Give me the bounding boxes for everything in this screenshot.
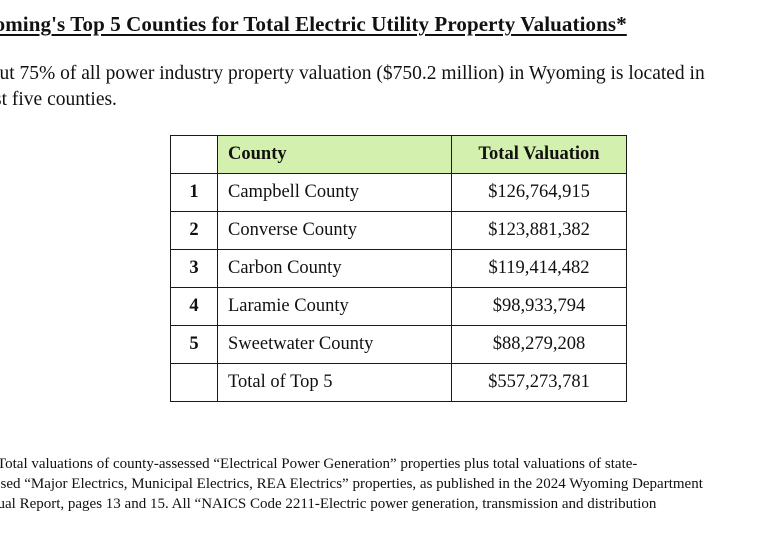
intro-text-line-2: st five counties. — [0, 89, 117, 110]
footnote-line-1: Total valuations of county-assessed “Ele… — [0, 456, 638, 472]
total-valuation-cell: $557,273,781 — [451, 363, 627, 402]
rank-cell: 4 — [170, 287, 218, 326]
valuation-cell: $123,881,382 — [451, 211, 627, 250]
table-body: 1 Campbell County $126,764,915 2 Convers… — [170, 173, 627, 402]
table-row: 1 Campbell County $126,764,915 — [170, 173, 627, 212]
rank-header — [170, 135, 218, 174]
county-cell: Sweetwater County — [217, 325, 452, 364]
county-cell: Campbell County — [217, 173, 452, 212]
rank-cell: 2 — [170, 211, 218, 250]
valuation-cell: $88,279,208 — [451, 325, 627, 364]
county-cell: Carbon County — [217, 249, 452, 288]
table-header: County Total Valuation — [170, 135, 627, 174]
total-row: Total of Top 5 $557,273,781 — [170, 363, 627, 402]
table-row: 5 Sweetwater County $88,279,208 — [170, 325, 627, 364]
valuation-header: Total Valuation — [451, 135, 627, 174]
valuation-cell: $119,414,482 — [451, 249, 627, 288]
total-label-cell: Total of Top 5 — [217, 363, 452, 402]
table-row: 2 Converse County $123,881,382 — [170, 211, 627, 250]
intro-text-line-1: bout 75% of all power industry property … — [0, 63, 705, 84]
valuation-table: County Total Valuation 1 Campbell County… — [170, 135, 627, 402]
valuation-cell: $98,933,794 — [451, 287, 627, 326]
table-row: 4 Laramie County $98,933,794 — [170, 287, 627, 326]
page-title: yoming's Top 5 Counties for Total Electr… — [0, 12, 627, 36]
rank-cell: 3 — [170, 249, 218, 288]
rank-cell — [170, 363, 218, 402]
rank-cell: 5 — [170, 325, 218, 364]
county-header: County — [217, 135, 452, 174]
county-cell: Laramie County — [217, 287, 452, 326]
rank-cell: 1 — [170, 173, 218, 212]
valuation-cell: $126,764,915 — [451, 173, 627, 212]
footnote-line-3: nual Report, pages 13 and 15. All “NAICS… — [0, 496, 657, 512]
county-cell: Converse County — [217, 211, 452, 250]
table-header-row: County Total Valuation — [170, 135, 627, 174]
footnote-line-2: essed “Major Electrics, Municipal Electr… — [0, 476, 703, 492]
table-row: 3 Carbon County $119,414,482 — [170, 249, 627, 288]
